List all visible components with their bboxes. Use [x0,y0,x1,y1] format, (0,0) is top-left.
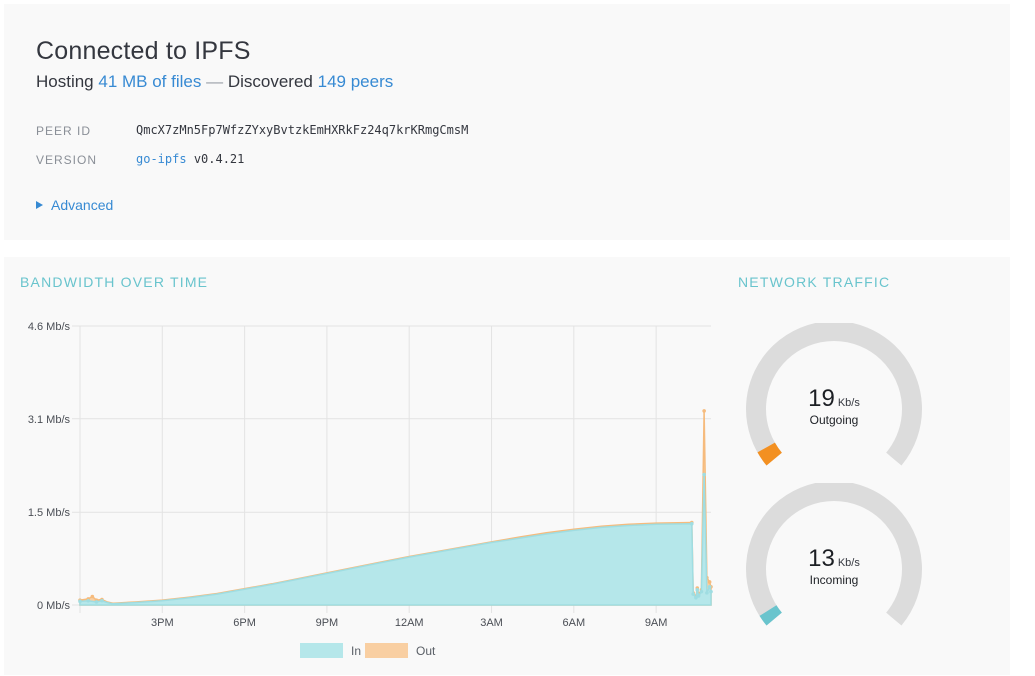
peers-link[interactable]: 149 peers [317,72,394,91]
data-point-in [696,594,701,598]
incoming-unit: Kb/s [837,557,860,569]
x-tick-label: 3PM [151,617,174,629]
x-tick-label: 6PM [233,617,256,629]
data-point-in [689,521,694,526]
y-tick-label: 3.1 Mb/s [28,414,71,426]
series-area-in [79,474,712,606]
legend-swatch-in [300,643,343,658]
summary-separator: — [206,72,224,91]
y-tick-label: 4.6 Mb/s [28,321,71,333]
legend-label-out: Out [416,643,436,658]
data-point-in [694,595,698,600]
incoming-value: 13 Kb/s [745,545,923,573]
data-point-in [78,599,82,604]
x-tick-label: 9PM [316,617,339,629]
triangle-right-icon [36,201,43,209]
data-point-in [94,600,99,604]
version-label: VERSION [36,153,98,167]
outgoing-gauge-fill [757,442,783,466]
outgoing-gauge: 19 Kb/s Outgoing [745,321,923,473]
network-traffic-title: NETWORK TRAFFIC [738,274,891,290]
incoming-label: Incoming [809,573,859,587]
advanced-label: Advanced [51,197,114,213]
legend-swatch-out [365,643,408,658]
data-point-in [691,592,695,596]
incoming-gauge: 13 Kb/s Incoming [745,481,923,633]
data-point-out [90,594,95,599]
incoming-number: 13 [808,545,835,572]
data-point-out [707,580,712,584]
data-point-in [705,591,709,595]
peer-id-label: PEER ID [36,124,92,138]
version-number: v0.4.21 [193,152,245,166]
version-value: go-ipfs v0.4.21 [136,152,244,166]
data-point-in [86,598,91,603]
data-point-in [100,598,104,603]
data-point-in [707,585,712,589]
legend-label-in: In [351,643,362,658]
discovered-prefix: Discovered [227,72,313,91]
y-tick-label: 1.5 Mb/s [28,507,71,519]
data-point-in [702,472,706,477]
bandwidth-title: BANDWIDTH OVER TIME [20,274,209,290]
y-tick-label: 0 Mb/s [37,600,71,612]
version-link[interactable]: go-ipfs [136,152,187,166]
data-point-in [709,589,713,594]
x-tick-label: 6AM [563,617,586,629]
legend-item-out[interactable]: Out [365,643,435,658]
status-summary: Hosting 41 MB of files — Discovered 149 … [36,72,393,92]
data-point-out [702,409,706,413]
hosting-files-link[interactable]: 41 MB of files [98,72,202,91]
outgoing-gauge-arc [746,321,922,466]
incoming-gauge-arc [746,481,922,626]
x-tick-label: 12AM [395,617,424,629]
outgoing-value: 19 Kb/s [745,385,923,413]
status-title: Connected to IPFS [36,37,251,65]
status-card: Connected to IPFS Hosting 41 MB of files… [4,4,1010,240]
data-point-in [695,588,700,592]
x-tick-label: 3AM [480,617,503,629]
peer-id-value[interactable]: QmcX7zMn5Fp7WfzZYxyBvtzkEmHXRkFz24q7krKR… [136,123,469,137]
hosting-prefix: Hosting [36,72,94,91]
incoming-gauge-fill [759,605,782,626]
x-tick-label: 9AM [645,617,668,629]
outgoing-label: Outgoing [809,413,859,427]
outgoing-number: 19 [808,385,835,412]
data-point-in [699,589,704,594]
legend-item-in[interactable]: In [300,643,361,658]
outgoing-unit: Kb/s [837,397,860,409]
outgoing-gauge-track [746,321,922,466]
advanced-toggle[interactable]: Advanced [36,197,113,213]
incoming-gauge-track [746,481,922,626]
